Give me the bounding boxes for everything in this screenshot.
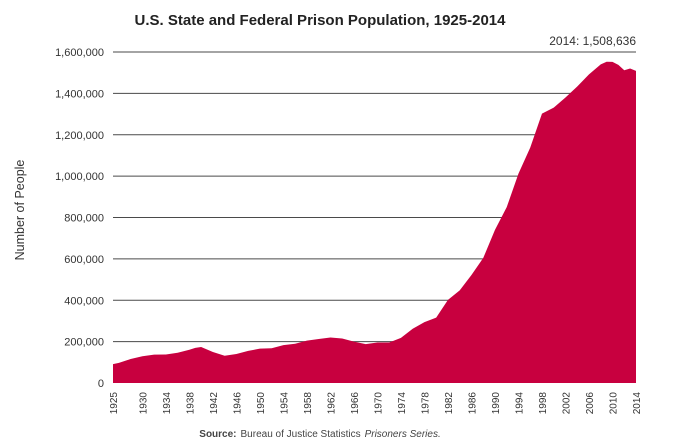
grid: [113, 51, 636, 343]
x-tick-label: 2010: [608, 392, 619, 415]
y-tick-label: 1,200,000: [55, 130, 104, 142]
source-label: Source:: [199, 429, 236, 440]
y-tick-label: 1,600,000: [55, 47, 104, 59]
x-tick-label: 1966: [350, 392, 361, 415]
x-tick-label: 1994: [514, 392, 525, 415]
x-tick-label: 1970: [373, 392, 384, 415]
x-tick-label: 1958: [303, 392, 314, 415]
x-tick-label: 2014: [632, 392, 643, 415]
x-tick-label: 1946: [232, 392, 243, 415]
y-tick-label: 200,000: [64, 337, 104, 349]
x-tick-label: 1954: [279, 392, 290, 415]
final-value-annotation: 2014: 1,508,636: [549, 34, 636, 48]
x-tick-label: 1986: [467, 392, 478, 415]
x-tick-label: 1978: [420, 392, 431, 415]
x-tick-label: 1990: [491, 392, 502, 415]
x-tick-label: 1982: [444, 392, 455, 415]
y-tick-label: 400,000: [64, 295, 104, 307]
source-text: Bureau of Justice Statistics: [241, 429, 361, 440]
x-tick-label: 1974: [397, 392, 408, 415]
x-tick-label: 2006: [585, 392, 596, 415]
x-tick-label: 1950: [256, 392, 267, 415]
x-tick-label: 1934: [162, 392, 173, 415]
x-axis: 1925 1930 1934 1938 1942 1946 1950 1954 1958 1962…: [109, 392, 643, 415]
x-tick-label: 1942: [209, 392, 220, 415]
x-tick-label: 1938: [185, 392, 196, 415]
y-tick-label: 800,000: [64, 213, 104, 225]
x-tick-label: 1998: [538, 392, 549, 415]
y-axis-label: Number of People: [13, 160, 27, 261]
chart-title: U.S. State and Federal Prison Population…: [135, 12, 507, 29]
y-tick-label: 1,400,000: [55, 88, 104, 100]
x-tick-label: 1962: [326, 392, 337, 415]
x-tick-label: 1930: [138, 392, 149, 415]
area-series: [113, 61, 636, 383]
y-tick-label: 600,000: [64, 254, 104, 266]
source-series: Prisoners Series.: [365, 429, 441, 440]
source-note: Source: Bureau of Justice Statistics Priso…: [199, 429, 440, 440]
y-tick-label: 0: [98, 378, 104, 390]
y-tick-label: 1,000,000: [55, 171, 104, 183]
x-tick-label: 2002: [561, 392, 572, 415]
y-axis: 0 200,000 400,000 600,000 800,000 1,000,000 1,…: [55, 47, 104, 390]
x-tick-label: 1925: [109, 392, 120, 415]
